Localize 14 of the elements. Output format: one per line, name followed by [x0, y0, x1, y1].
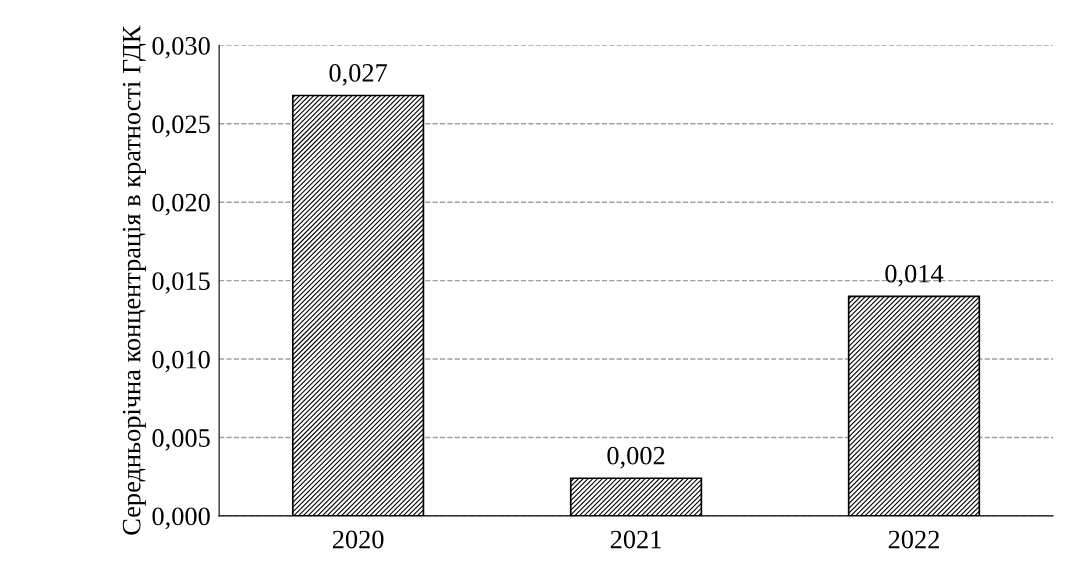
- x-tick-label: 2022: [888, 530, 939, 549]
- y-axis-title: Середньорічна концентрація в кратності ГДК: [122, 25, 146, 535]
- y-tick-label: 0,015: [152, 272, 210, 294]
- data-label: 0,014: [885, 264, 944, 287]
- y-tick-label: 0,005: [152, 429, 210, 451]
- y-tick-label: 0,010: [152, 350, 210, 373]
- data-label: 0,002: [607, 446, 665, 469]
- y-tick-label: 0,025: [152, 115, 210, 137]
- x-tick-label: 2021: [610, 530, 661, 549]
- data-label: 0,027: [329, 64, 388, 86]
- y-tick-label: 0,000: [152, 507, 210, 530]
- y-tick-label: 0,030: [152, 36, 210, 59]
- y-tick-label: 0,020: [152, 193, 210, 216]
- x-tick-label: 2020: [332, 530, 384, 549]
